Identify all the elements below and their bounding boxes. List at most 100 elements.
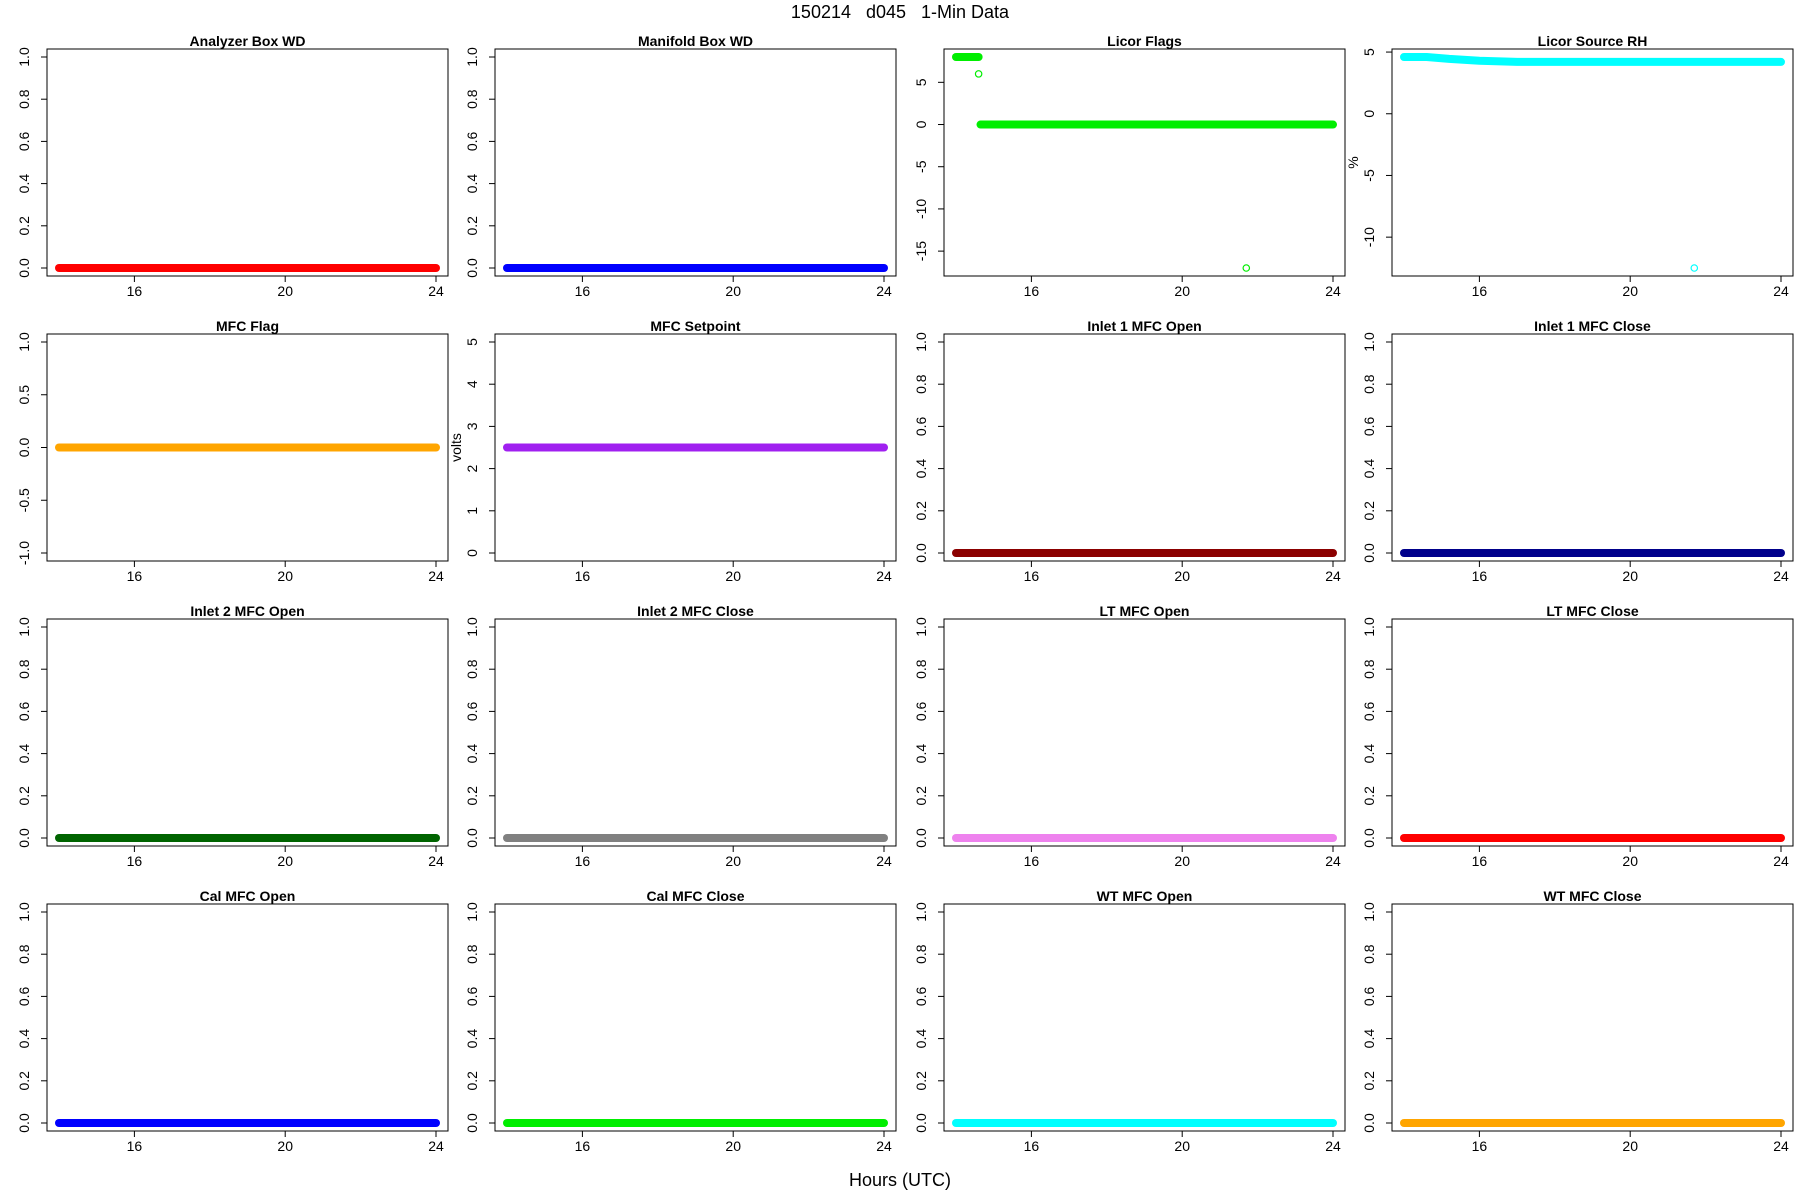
y-tick-label: 1.0 xyxy=(1361,902,1377,922)
y-tick-label: 1.0 xyxy=(464,902,480,922)
y-tick-label: 0.4 xyxy=(16,744,32,764)
y-tick-label: -10 xyxy=(913,199,929,219)
x-tick-label: 24 xyxy=(876,1138,892,1154)
y-tick-label: 3 xyxy=(464,422,480,430)
panel: Inlet 2 MFC Close 16 20 24 0.0 0.2 0.4 0.6 0.8 1.… xyxy=(464,603,897,869)
y-tick-label: 5 xyxy=(1361,48,1377,56)
y-tick-label: 0.8 xyxy=(913,659,929,679)
x-tick-label: 20 xyxy=(277,1138,293,1154)
panel: Manifold Box WD 16 20 24 0.0 0.2 0.4 0.6 0.8 1.0 xyxy=(464,33,897,299)
y-tick-label: -5 xyxy=(913,160,929,173)
panel: MFC Flag 16 20 24 -1.0 -0.5 0.0 0.5 1.0 xyxy=(16,318,449,584)
plot-frame xyxy=(1391,903,1794,1132)
y-tick-label: 0.4 xyxy=(1361,744,1377,764)
y-tick-label: 0.4 xyxy=(913,1029,929,1049)
x-tick-label: 20 xyxy=(1622,853,1638,869)
x-tick-label: 16 xyxy=(1472,853,1488,869)
y-tick-label: 0.0 xyxy=(16,438,32,458)
y-tick-label: 1.0 xyxy=(1361,332,1377,352)
y-tick-label: 1.0 xyxy=(16,47,32,67)
panel-title: Cal MFC Close xyxy=(646,888,744,904)
y-tick-label: 0.8 xyxy=(1361,374,1377,394)
panel: Inlet 1 MFC Close 16 20 24 0.0 0.2 0.4 0.6 0.8 1.… xyxy=(1361,318,1794,584)
y-tick-label: 1.0 xyxy=(464,47,480,67)
x-tick-label: 24 xyxy=(876,853,892,869)
y-tick-label: 0.0 xyxy=(16,258,32,278)
y-tick-label: 0.6 xyxy=(16,986,32,1006)
panel-title: Inlet 2 MFC Open xyxy=(190,603,304,619)
y-tick-label: 1.0 xyxy=(1361,617,1377,637)
x-tick-label: 20 xyxy=(725,1138,741,1154)
x-tick-label: 20 xyxy=(725,568,741,584)
plot-frame xyxy=(46,903,449,1132)
x-tick-label: 20 xyxy=(1622,1138,1638,1154)
panel: Cal MFC Open 16 20 24 0.0 0.2 0.4 0.6 0.8 1.0 xyxy=(16,888,449,1154)
panel-title: Inlet 2 MFC Close xyxy=(637,603,754,619)
x-tick-label: 16 xyxy=(127,853,143,869)
panel: Analyzer Box WD 16 20 24 0.0 0.2 0.4 0.6 0.8 1.0 xyxy=(16,33,449,299)
data-point xyxy=(1690,264,1699,272)
y-tick-label: 0.2 xyxy=(464,786,480,806)
plot-frame xyxy=(943,903,1346,1132)
y-tick-label: 0.6 xyxy=(16,131,32,151)
y-tick-label: 0.2 xyxy=(913,1071,929,1091)
x-tick-label: 24 xyxy=(1773,853,1789,869)
x-tick-label: 24 xyxy=(1325,568,1341,584)
x-tick-label: 20 xyxy=(1174,283,1190,299)
y-tick-label: 0.8 xyxy=(1361,659,1377,679)
panel: Inlet 1 MFC Open 16 20 24 0.0 0.2 0.4 0.6 0.8 1.0 xyxy=(913,318,1346,584)
y-tick-label: 0.0 xyxy=(16,1113,32,1133)
panel-title: WT MFC Close xyxy=(1544,888,1642,904)
y-tick-label: 0.4 xyxy=(913,459,929,479)
y-tick-label: 0.0 xyxy=(913,828,929,848)
x-tick-label: 16 xyxy=(575,853,591,869)
y-tick-label: 0.8 xyxy=(1361,944,1377,964)
x-tick-label: 20 xyxy=(725,853,741,869)
y-tick-label: 0.6 xyxy=(913,416,929,436)
plot-frame xyxy=(46,618,449,847)
panel-title: Inlet 1 MFC Close xyxy=(1534,318,1651,334)
y-tick-label: 0.5 xyxy=(16,385,32,405)
x-tick-label: 16 xyxy=(575,568,591,584)
y-tick-label: 0.0 xyxy=(1361,1113,1377,1133)
x-tick-label: 20 xyxy=(1622,283,1638,299)
y-tick-label: 0.0 xyxy=(464,258,480,278)
x-tick-label: 24 xyxy=(428,568,444,584)
panel-title: LT MFC Close xyxy=(1546,603,1639,619)
plot-frame xyxy=(943,618,1346,847)
y-tick-label: 0.2 xyxy=(1361,1071,1377,1091)
plot-frame xyxy=(943,333,1346,562)
panel-title: MFC Setpoint xyxy=(650,318,741,334)
plot-frame xyxy=(494,48,897,277)
x-tick-label: 24 xyxy=(428,1138,444,1154)
y-tick-label: 0.8 xyxy=(464,89,480,109)
panel: MFC Setpoint 16 20 24 0 1 2 3 4 5 volts xyxy=(448,318,897,584)
data-point xyxy=(1242,264,1251,272)
x-tick-label: 24 xyxy=(428,283,444,299)
y-tick-label: 0.8 xyxy=(464,659,480,679)
y-tick-label: 0.0 xyxy=(913,1113,929,1133)
y-tick-label: 0.2 xyxy=(16,1071,32,1091)
x-tick-label: 16 xyxy=(127,568,143,584)
x-tick-label: 20 xyxy=(1622,568,1638,584)
y-tick-label: 0.2 xyxy=(1361,501,1377,521)
y-tick-label: 0.4 xyxy=(1361,459,1377,479)
x-tick-label: 16 xyxy=(1472,568,1488,584)
panel-title: Cal MFC Open xyxy=(200,888,296,904)
x-tick-label: 16 xyxy=(127,1138,143,1154)
y-tick-label: 0.6 xyxy=(464,701,480,721)
y-tick-label: 1.0 xyxy=(913,332,929,352)
y-axis-label: volts xyxy=(448,433,464,462)
panel-title: Licor Source RH xyxy=(1538,33,1648,49)
y-tick-label: 0.4 xyxy=(1361,1029,1377,1049)
panel-title: WT MFC Open xyxy=(1097,888,1193,904)
panel: LT MFC Open 16 20 24 0.0 0.2 0.4 0.6 0.8 1.0 xyxy=(913,603,1346,869)
x-tick-label: 24 xyxy=(876,283,892,299)
y-tick-label: 0.0 xyxy=(464,828,480,848)
y-tick-label: 0.2 xyxy=(913,786,929,806)
plot-frame xyxy=(46,48,449,277)
y-tick-label: 0 xyxy=(464,549,480,557)
x-tick-label: 24 xyxy=(428,853,444,869)
x-tick-label: 24 xyxy=(1773,283,1789,299)
